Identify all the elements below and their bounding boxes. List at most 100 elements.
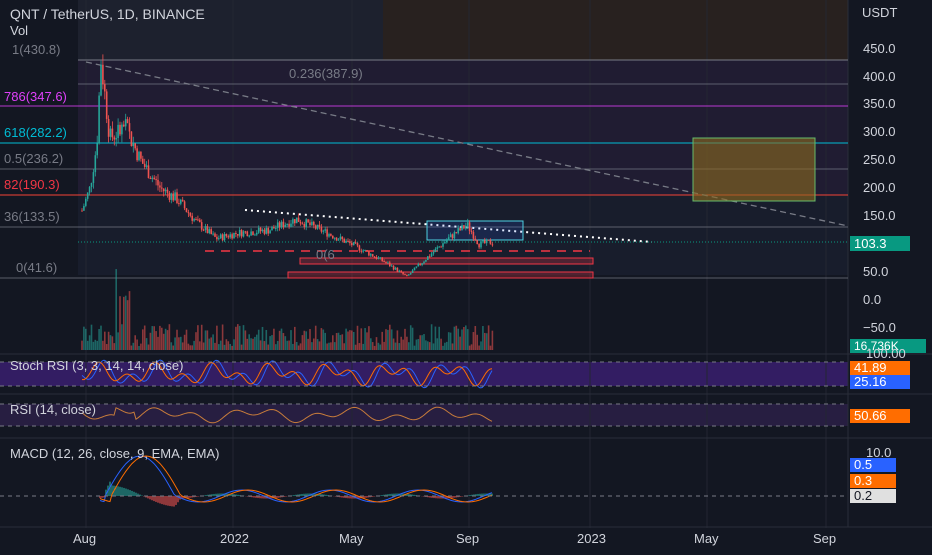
volume-bar bbox=[353, 332, 355, 350]
volume-bar bbox=[421, 335, 423, 350]
candle-body bbox=[127, 119, 129, 123]
volume-label: Vol bbox=[10, 23, 28, 38]
volume-bar bbox=[186, 330, 188, 350]
candle-body bbox=[254, 235, 256, 236]
volume-bar bbox=[296, 342, 298, 350]
candle-body bbox=[87, 193, 89, 199]
candle-body bbox=[334, 238, 336, 239]
volume-bar bbox=[214, 343, 216, 350]
fib-label-0-mid: 0(6 bbox=[312, 248, 339, 262]
volume-bar bbox=[412, 328, 414, 350]
volume-bar bbox=[129, 291, 131, 350]
volume-bar bbox=[286, 341, 288, 350]
candle-body bbox=[231, 234, 233, 238]
volume-bar bbox=[218, 344, 220, 350]
macd-histogram-bar bbox=[349, 496, 351, 498]
candle-body bbox=[290, 224, 292, 227]
candle-body bbox=[98, 96, 100, 144]
volume-bar bbox=[205, 330, 207, 350]
candle-body bbox=[112, 129, 114, 138]
volume-bar bbox=[340, 335, 342, 350]
volume-bar bbox=[212, 334, 214, 350]
volume-bar bbox=[247, 339, 249, 350]
volume-bar bbox=[176, 330, 178, 350]
volume-bar bbox=[171, 342, 173, 350]
volume-bar bbox=[372, 342, 374, 350]
candle-body bbox=[347, 241, 349, 242]
volume-bar bbox=[321, 328, 323, 350]
symbol-title: QNT / TetherUS, 1D, BINANCE bbox=[10, 6, 205, 22]
candle-body bbox=[328, 234, 330, 237]
candle-body bbox=[435, 249, 437, 252]
projection-shade bbox=[383, 0, 848, 60]
candle-body bbox=[203, 230, 205, 231]
candle-body bbox=[300, 222, 302, 223]
volume-bar bbox=[241, 345, 243, 350]
candle-body bbox=[393, 266, 395, 270]
candle-body bbox=[279, 222, 281, 227]
demand-zone-upper[interactable] bbox=[300, 258, 593, 264]
volume-bar bbox=[423, 334, 425, 350]
candle-body bbox=[171, 193, 173, 199]
volume-bar bbox=[427, 341, 429, 350]
candle-body bbox=[220, 234, 222, 238]
candle-body bbox=[437, 247, 439, 249]
volume-bar bbox=[121, 324, 123, 350]
volume-bar bbox=[182, 342, 184, 350]
volume-bar bbox=[163, 334, 165, 350]
volume-bar bbox=[393, 339, 395, 350]
candle-body bbox=[488, 240, 490, 241]
volume-bar bbox=[309, 329, 311, 350]
volume-bar bbox=[283, 333, 285, 350]
rsi-badge: 50.66 bbox=[850, 409, 910, 423]
stoch-rsi-title: Stoch RSI (3, 3, 14, 14, close) bbox=[10, 358, 183, 373]
time-tick-label: May bbox=[339, 531, 364, 546]
price-axis[interactable]: 450.0400.0350.0300.0250.0200.0150.0100.0… bbox=[848, 0, 932, 354]
volume-bar bbox=[302, 335, 304, 350]
candle-body bbox=[188, 212, 190, 213]
volume-bar bbox=[269, 336, 271, 350]
volume-bar bbox=[209, 339, 211, 350]
candle-body bbox=[317, 225, 319, 229]
volume-bar bbox=[98, 329, 100, 350]
candle-body bbox=[385, 262, 387, 263]
candle-body bbox=[245, 231, 247, 232]
candle-body bbox=[469, 222, 471, 231]
candle-body bbox=[355, 242, 357, 243]
volume-bar bbox=[383, 342, 385, 350]
volume-bar bbox=[180, 337, 182, 350]
volume-bar bbox=[345, 329, 347, 350]
candle-body bbox=[247, 231, 249, 236]
candle-body bbox=[165, 190, 167, 192]
volume-bar bbox=[342, 334, 344, 350]
volume-bar bbox=[104, 332, 106, 350]
macd-histogram-bar bbox=[133, 492, 135, 496]
target-box[interactable] bbox=[693, 138, 815, 201]
candle-body bbox=[294, 219, 296, 223]
volume-bar bbox=[469, 346, 471, 350]
volume-bar bbox=[389, 325, 391, 350]
candle-body bbox=[490, 240, 492, 244]
candle-body bbox=[85, 199, 87, 206]
volume-bar bbox=[471, 344, 473, 350]
candle-body bbox=[237, 234, 239, 236]
candle-body bbox=[319, 225, 321, 227]
demand-zone-lower[interactable] bbox=[288, 272, 593, 278]
volume-bars bbox=[81, 269, 493, 350]
candle-body bbox=[391, 266, 393, 267]
volume-bar bbox=[222, 324, 224, 350]
volume-bar bbox=[210, 337, 212, 350]
candle-body bbox=[133, 143, 135, 146]
candle-body bbox=[258, 228, 260, 233]
volume-bar bbox=[450, 333, 452, 350]
fib-label-1: 1(430.8) bbox=[8, 43, 64, 57]
macd-histogram-bar bbox=[213, 494, 215, 496]
volume-bar bbox=[89, 335, 91, 350]
candle-body bbox=[250, 232, 252, 236]
time-tick-label: May bbox=[694, 531, 719, 546]
volume-bar bbox=[178, 337, 180, 350]
price-tick-label: −50.0 bbox=[863, 320, 896, 335]
volume-bar bbox=[150, 333, 152, 350]
